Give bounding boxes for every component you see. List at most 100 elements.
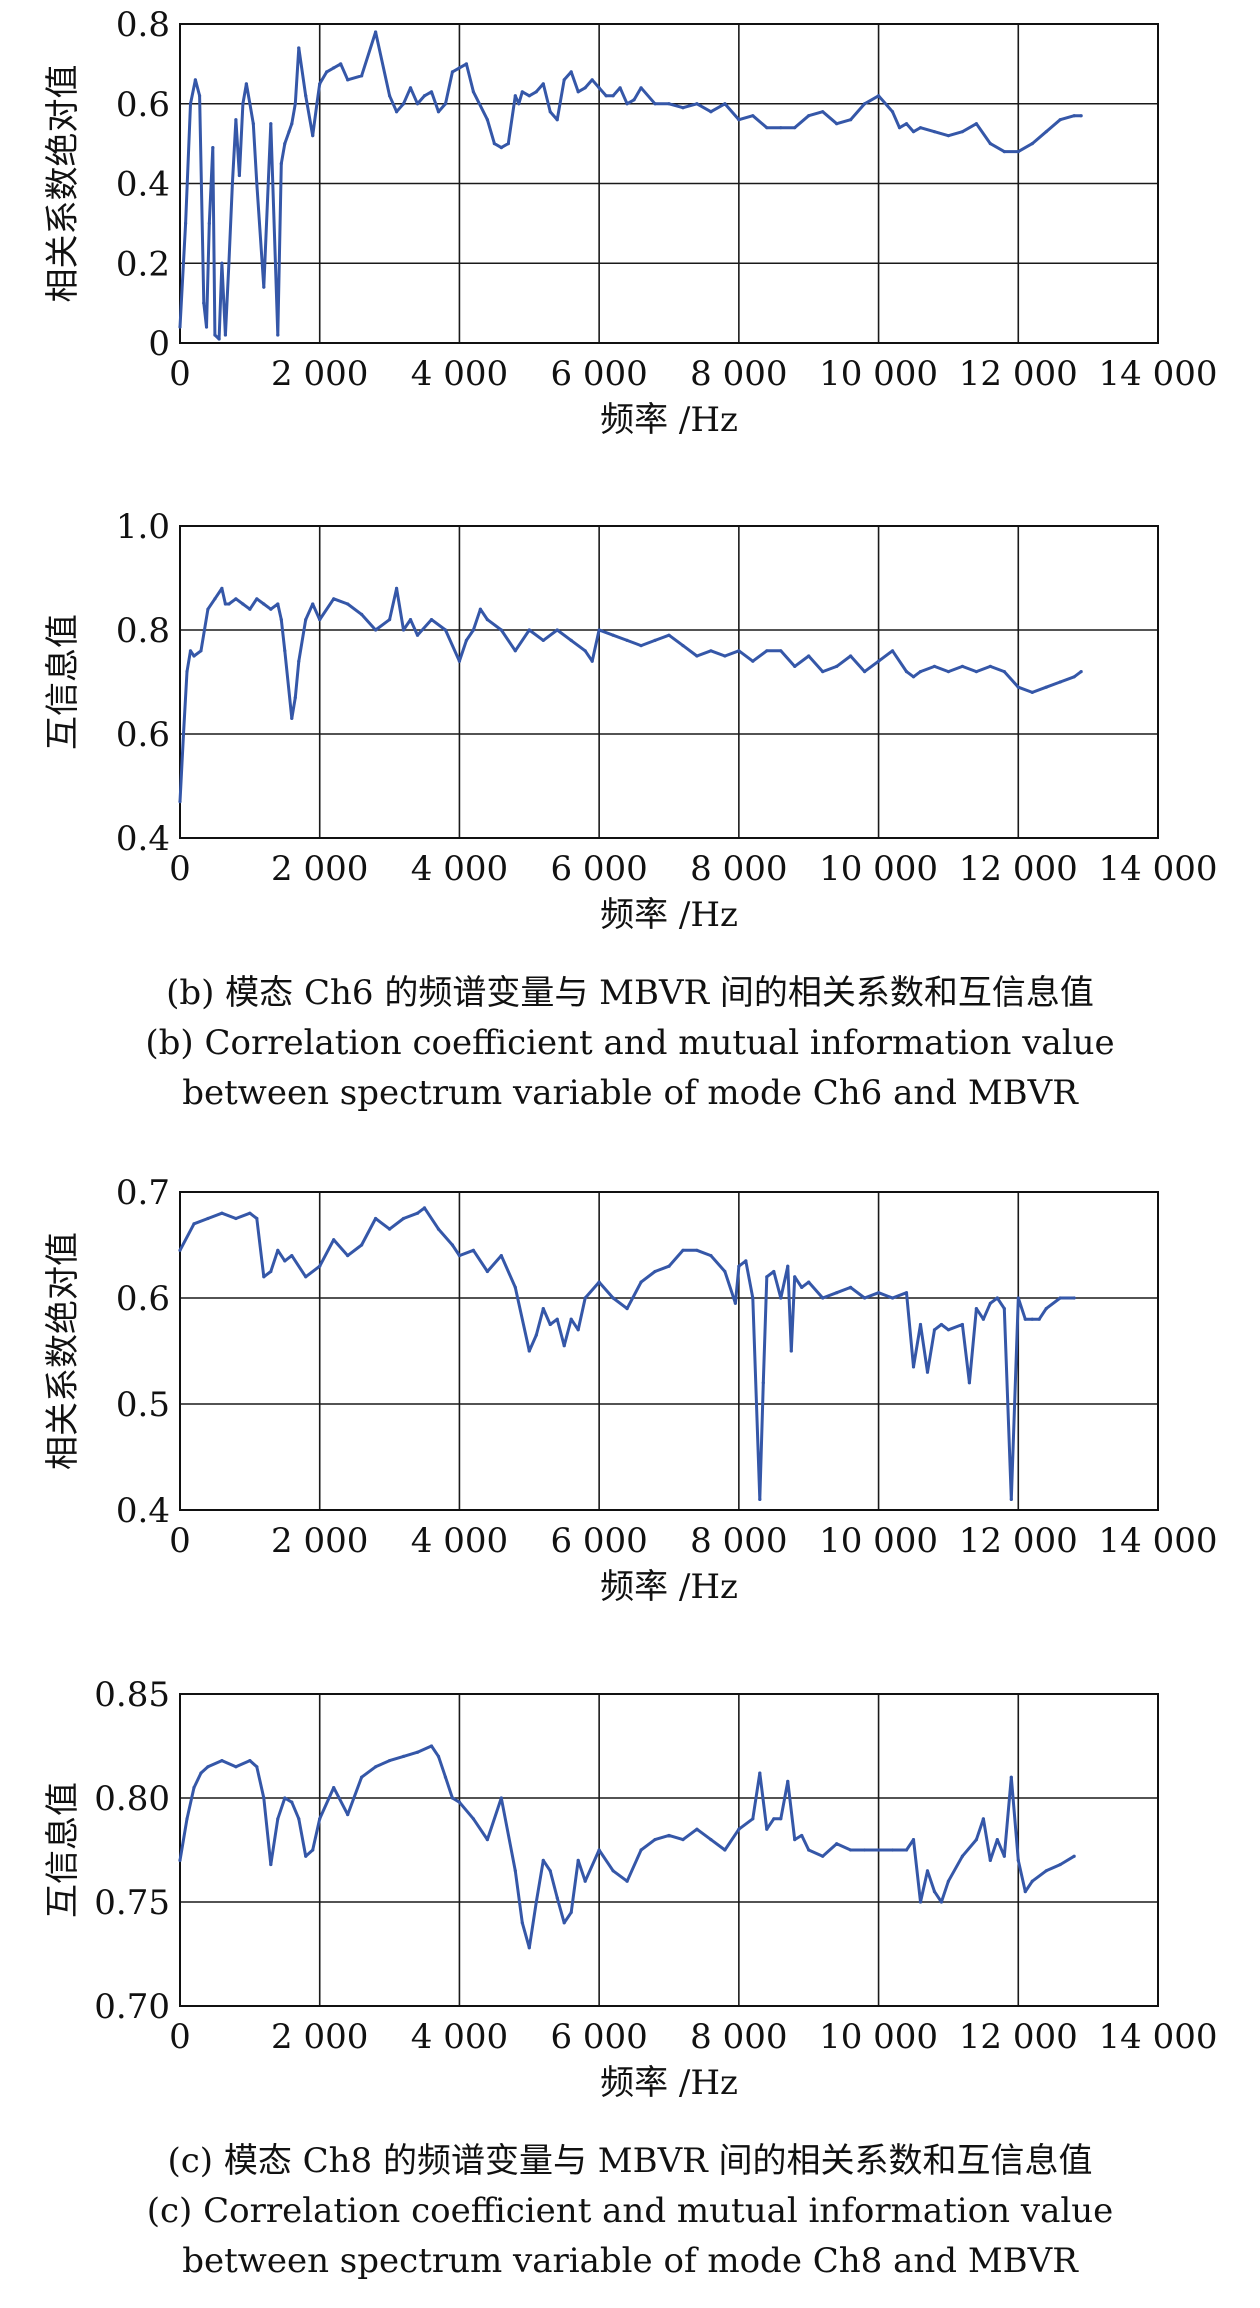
data-point xyxy=(632,98,636,102)
data-point xyxy=(1016,1858,1020,1862)
data-point xyxy=(932,1890,937,1894)
data-point xyxy=(967,1381,971,1385)
data-point xyxy=(387,94,392,98)
data-point xyxy=(436,110,441,114)
data-point xyxy=(576,90,580,94)
data-point xyxy=(1058,1296,1062,1300)
data-point xyxy=(436,1754,441,1758)
data-point xyxy=(297,46,301,50)
data-point xyxy=(709,1254,713,1258)
data-point xyxy=(555,1317,559,1321)
data-point xyxy=(297,659,301,663)
caption-c: (c) 模态 Ch8 的频谱变量与 MBVR 间的相关系数和互信息值 (c) C… xyxy=(0,2136,1260,2286)
data-point xyxy=(737,1827,741,1831)
data-point xyxy=(779,1296,783,1300)
data-point xyxy=(283,142,287,146)
data-point xyxy=(204,325,209,329)
data-point xyxy=(457,1800,462,1804)
caption-b-en-2: between spectrum variable of mode Ch6 an… xyxy=(182,1073,1078,1113)
data-point xyxy=(639,644,643,648)
data-point xyxy=(279,161,283,166)
data-point xyxy=(230,181,234,186)
data-point xyxy=(541,82,545,86)
data-point xyxy=(765,1827,769,1831)
data-point xyxy=(835,122,839,126)
data-point xyxy=(485,1838,489,1842)
data-point xyxy=(569,1317,573,1321)
data-point xyxy=(625,1307,629,1311)
data-point xyxy=(821,670,825,674)
data-point xyxy=(625,102,629,106)
caption-b-en-1: (b) Correlation coefficient and mutual i… xyxy=(145,1023,1115,1063)
y-tick-label: 0.2 xyxy=(116,244,170,284)
data-point xyxy=(779,1817,783,1821)
y-tick-label: 0.8 xyxy=(116,5,170,45)
data-point xyxy=(304,1854,308,1858)
data-point xyxy=(464,638,469,643)
x-tick-label: 4 000 xyxy=(411,1521,508,1561)
y-tick-label: 0.6 xyxy=(116,715,170,755)
data-point xyxy=(807,654,811,658)
data-point xyxy=(653,102,657,106)
data-point xyxy=(562,1344,566,1348)
data-point xyxy=(821,110,825,114)
data-point xyxy=(733,1301,737,1305)
data-point xyxy=(1058,680,1062,684)
data-point xyxy=(248,1758,252,1763)
data-point xyxy=(541,1307,545,1311)
data-point xyxy=(276,602,280,606)
data-point xyxy=(297,1817,301,1821)
data-point xyxy=(751,1817,755,1821)
data-point xyxy=(835,664,839,669)
data-point xyxy=(401,1754,406,1758)
data-point xyxy=(789,1349,793,1353)
data-point xyxy=(527,628,531,632)
data-point xyxy=(890,1848,895,1852)
data-point xyxy=(758,1771,762,1775)
data-point xyxy=(318,82,322,86)
data-point xyxy=(293,696,297,700)
data-point xyxy=(255,1216,259,1221)
data-point xyxy=(387,618,392,622)
data-point xyxy=(527,1946,531,1950)
data-point xyxy=(269,1862,273,1867)
data-point xyxy=(653,1838,657,1842)
data-point xyxy=(183,221,188,225)
data-point xyxy=(1023,1890,1027,1894)
data-point xyxy=(597,1280,601,1284)
data-point xyxy=(974,1307,978,1311)
data-point xyxy=(723,1269,727,1274)
data-point xyxy=(283,649,287,653)
caption-c-zh: (c) 模态 Ch8 的频谱变量与 MBVR 间的相关系数和互信息值 xyxy=(167,2141,1093,2181)
data-point xyxy=(918,126,923,130)
data-point xyxy=(1058,1862,1062,1867)
data-point xyxy=(988,1858,992,1862)
data-point xyxy=(988,142,992,146)
data-point xyxy=(360,1775,364,1779)
x-axis-label: 频率 /Hz xyxy=(600,2063,738,2103)
data-point xyxy=(960,130,965,134)
data-point xyxy=(576,1858,580,1862)
data-point xyxy=(513,1285,517,1289)
data-point xyxy=(415,1750,420,1754)
data-point xyxy=(695,1827,699,1831)
data-point xyxy=(911,675,916,679)
data-point xyxy=(911,1838,916,1842)
data-point xyxy=(1030,690,1034,695)
data-point xyxy=(499,146,503,150)
data-point xyxy=(548,1322,552,1327)
data-point xyxy=(960,664,965,669)
data-point xyxy=(304,618,308,622)
data-point xyxy=(1072,1854,1076,1858)
data-point xyxy=(217,337,221,341)
data-point xyxy=(244,82,248,86)
data-point xyxy=(443,628,448,632)
data-point xyxy=(974,670,978,674)
data-point xyxy=(220,1211,224,1215)
data-point xyxy=(1030,142,1034,146)
data-point xyxy=(457,66,462,70)
data-point xyxy=(876,659,881,663)
data-point xyxy=(1058,118,1062,122)
data-point xyxy=(1037,1317,1041,1321)
data-point xyxy=(939,1900,944,1904)
